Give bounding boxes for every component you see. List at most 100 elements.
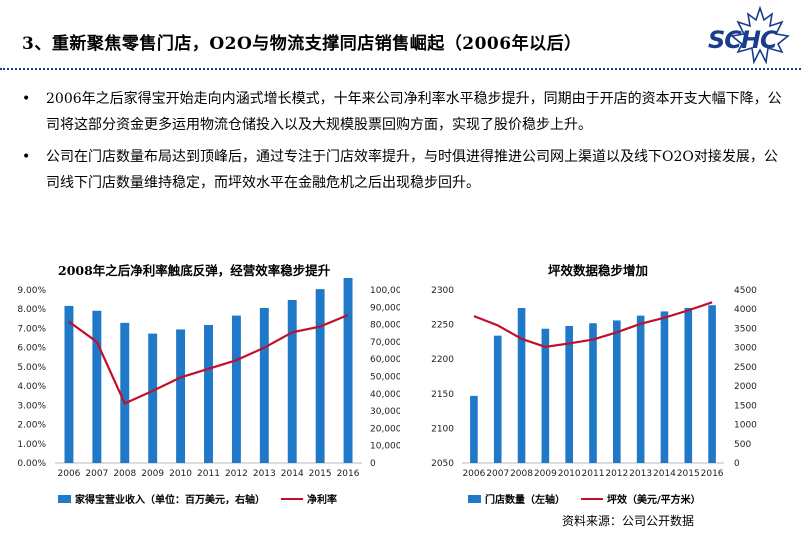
bar — [231, 315, 241, 463]
x-axis-tick-label: 2011 — [582, 469, 605, 479]
bullet-item: • 2006年之后家得宝开始走向内涵式增长模式，十年来公司净利率水平稳步提升，同… — [22, 86, 782, 138]
page-title: 3、重新聚焦零售门店，O2O与物流支撑同店销售崛起（2006年以后） — [22, 34, 582, 54]
right-axis-tick-label: 0 — [370, 459, 376, 469]
x-axis-tick-label: 2010 — [558, 469, 581, 479]
right-axis-tick-label: 3000 — [734, 344, 757, 354]
logo: SCHC — [708, 6, 794, 64]
legend-label: 净利率 — [307, 495, 337, 506]
bar — [493, 335, 502, 463]
right-axis-tick-label: 60,000 — [370, 355, 400, 365]
right-axis-tick-label: 500 — [734, 440, 751, 450]
left-axis-tick-label: 8.00% — [17, 305, 46, 315]
right-axis-tick-label: 50,000 — [370, 373, 400, 383]
x-axis-tick-label: 2006 — [462, 469, 485, 479]
x-axis-tick-label: 2015 — [677, 469, 700, 479]
right-axis-tick-label: 4000 — [734, 305, 757, 315]
bar — [64, 305, 74, 463]
left-axis-tick-label: 3.00% — [17, 401, 46, 411]
bar — [565, 325, 573, 463]
header: 3、重新聚焦零售门店，O2O与物流支撑同店销售崛起（2006年以后） SCHC — [0, 0, 801, 70]
series-line — [68, 313, 349, 405]
x-axis-tick-label: 2011 — [197, 469, 220, 479]
right-axis-tick-label: 20,000 — [370, 424, 400, 434]
source-note: 资料来源：公司公开数据 — [562, 514, 695, 528]
bullet-text: 公司在门店数量布局达到顶峰后，通过专注于门店效率提升，与时俱进得推进公司网上渠道… — [46, 149, 778, 191]
legend-bar-swatch — [468, 494, 481, 503]
left-axis-tick-label: 9.00% — [17, 286, 46, 296]
left-axis-tick-label: 2300 — [431, 286, 454, 296]
logo-text: SCHC — [708, 26, 778, 54]
header-divider — [0, 68, 801, 70]
left-axis-tick-label: 2.00% — [17, 421, 46, 431]
bar — [708, 305, 716, 463]
legend-line-swatch — [281, 497, 303, 500]
right-axis-tick-label: 70,000 — [370, 338, 400, 348]
x-axis-tick-label: 2013 — [629, 469, 652, 479]
series-line — [473, 301, 713, 349]
store-count-sales-density-chart: 2050 2100 2150 2200 2250 2300 0 500 1000 1500 2000… — [431, 286, 757, 479]
bar — [541, 328, 550, 463]
right-axis-tick-label: 3500 — [734, 324, 757, 334]
left-axis-tick-label: 0.00% — [17, 459, 46, 469]
bar — [343, 278, 353, 463]
legend-label: 家得宝营业收入（单位：百万美元，右轴） — [75, 495, 265, 506]
x-axis-tick-label: 2007 — [486, 469, 509, 479]
x-axis-tick-label: 2015 — [309, 469, 332, 479]
left-axis-tick-label: 5.00% — [17, 363, 46, 373]
bar — [315, 289, 325, 463]
chart-2-title: 坪效数据稳步增加 — [548, 263, 649, 278]
right-axis-tick-label: 0 — [734, 459, 740, 469]
left-axis-tick-label: 2150 — [431, 390, 454, 400]
right-axis-tick-label: 4500 — [734, 286, 757, 296]
bar — [287, 300, 297, 463]
left-axis-tick-label: 2250 — [431, 321, 454, 331]
x-axis-tick-label: 2009 — [534, 469, 557, 479]
left-axis-tick-label: 7.00% — [17, 324, 46, 334]
left-axis-tick-label: 2050 — [431, 459, 454, 469]
legend-bar-swatch — [58, 494, 71, 503]
right-axis-tick-label: 2000 — [734, 382, 757, 392]
chart-1-legend: 家得宝营业收入（单位：百万美元，右轴） 净利率 — [58, 491, 337, 506]
bar — [176, 329, 186, 463]
x-axis-tick-label: 2008 — [113, 469, 136, 479]
legend-line-swatch — [581, 497, 603, 500]
bar — [148, 333, 158, 463]
x-axis-tick-label: 2010 — [169, 469, 192, 479]
bullet-text: 2006年之后家得宝开始走向内涵式增长模式，十年来公司净利率水平稳步提升，同期由… — [46, 91, 782, 133]
bar — [684, 307, 693, 463]
chart-2-legend: 门店数量（左轴） 坪效（美元/平方米） — [468, 491, 701, 506]
left-axis-tick-label: 1.00% — [17, 440, 46, 450]
x-axis-tick-label: 2012 — [605, 469, 628, 479]
right-axis-tick-label: 30,000 — [370, 407, 400, 417]
left-axis-tick-label: 6.00% — [17, 344, 46, 354]
right-axis-tick-label: 40,000 — [370, 390, 400, 400]
right-axis-tick-label: 1000 — [734, 421, 757, 431]
right-axis-tick-label: 1500 — [734, 401, 757, 411]
bar — [259, 307, 269, 463]
bar — [660, 311, 669, 463]
bullet-item: • 公司在门店数量布局达到顶峰后，通过专注于门店效率提升，与时俱进得推进公司网上… — [22, 144, 782, 196]
chart-1-title: 2008年之后净利率触底反弹，经营效率稳步提升 — [58, 263, 331, 278]
bar — [470, 395, 478, 463]
x-axis-tick-label: 2016 — [701, 469, 724, 479]
right-axis-tick-label: 10,000 — [370, 442, 400, 452]
bar — [636, 315, 645, 463]
right-axis-tick-label: 2500 — [734, 363, 757, 373]
x-axis-tick-label: 2007 — [85, 469, 108, 479]
x-axis-tick-label: 2014 — [653, 469, 676, 479]
left-axis-tick-label: 2200 — [431, 355, 454, 365]
bar — [120, 322, 130, 463]
maple-leaf-icon — [730, 6, 790, 64]
left-axis-tick-label: 4.00% — [17, 382, 46, 392]
bar — [517, 307, 526, 463]
right-axis-tick-label: 90,000 — [370, 303, 400, 313]
net-margin-revenue-chart: 0.00% 1.00% 2.00% 3.00% 4.00% 5.00% 6.00% 7.00%… — [17, 278, 400, 479]
bar — [204, 324, 213, 463]
x-axis-tick-label: 2006 — [58, 469, 81, 479]
bar — [613, 320, 621, 463]
bar — [589, 323, 597, 463]
bullet-dot: • — [22, 149, 31, 165]
x-axis-tick-label: 2016 — [337, 469, 360, 479]
bullet-dot: • — [22, 91, 31, 107]
x-axis-tick-label: 2008 — [510, 469, 533, 479]
